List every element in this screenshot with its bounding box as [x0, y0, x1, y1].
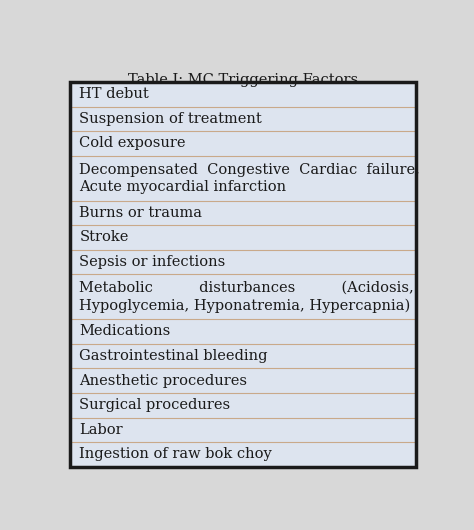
Text: Surgical procedures: Surgical procedures — [80, 398, 230, 412]
Text: Decompensated  Congestive  Cardiac  failure,
Acute myocardial infarction: Decompensated Congestive Cardiac failure… — [80, 163, 420, 194]
Text: Sepsis or infections: Sepsis or infections — [80, 255, 226, 269]
Text: Anesthetic procedures: Anesthetic procedures — [80, 374, 247, 387]
Text: Medications: Medications — [80, 324, 171, 339]
Text: Labor: Labor — [80, 423, 123, 437]
Text: Burns or trauma: Burns or trauma — [80, 206, 202, 220]
Text: Cold exposure: Cold exposure — [80, 137, 186, 151]
Text: Metabolic          disturbances          (Acidosis,
Hypoglycemia, Hyponatremia, : Metabolic disturbances (Acidosis, Hypogl… — [80, 281, 414, 313]
Text: Ingestion of raw bok choy: Ingestion of raw bok choy — [80, 447, 272, 462]
Text: Stroke: Stroke — [80, 231, 129, 244]
Text: Table I: MC Triggering Factors: Table I: MC Triggering Factors — [128, 73, 358, 86]
Text: Suspension of treatment: Suspension of treatment — [80, 112, 262, 126]
Text: Gastrointestinal bleeding: Gastrointestinal bleeding — [80, 349, 268, 363]
Text: HT debut: HT debut — [80, 87, 149, 101]
